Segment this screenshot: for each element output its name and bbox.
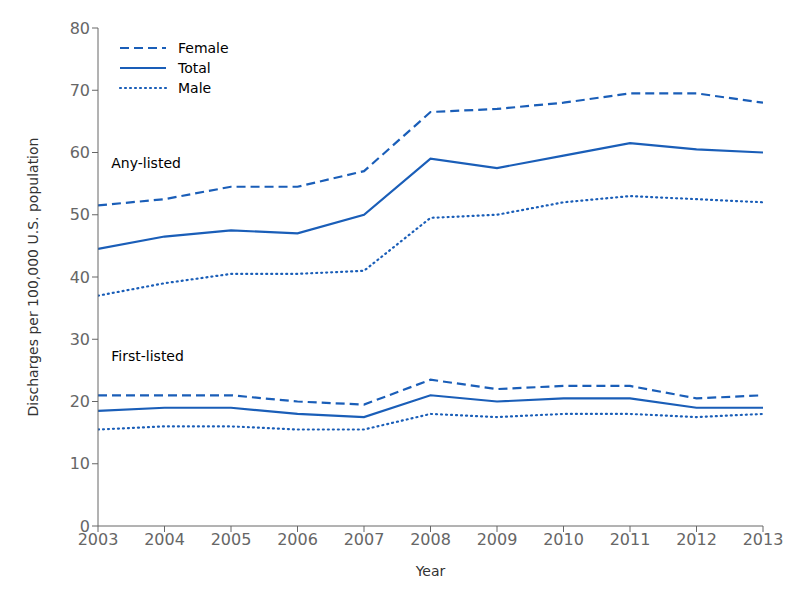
svg-text:2011: 2011 bbox=[610, 530, 651, 549]
svg-text:2008: 2008 bbox=[410, 530, 451, 549]
html-text:Female: Female bbox=[178, 40, 229, 56]
svg-text:2007: 2007 bbox=[344, 530, 385, 549]
svg-text:Year: Year bbox=[415, 563, 446, 579]
html-text:Male: Male bbox=[178, 80, 212, 96]
svg-text:Any-listed: Any-listed bbox=[111, 155, 181, 171]
svg-text:2004: 2004 bbox=[144, 530, 185, 549]
svg-text:First-listed: First-listed bbox=[111, 348, 184, 364]
svg-text:70: 70 bbox=[70, 81, 90, 100]
svg-text:20: 20 bbox=[70, 392, 90, 411]
svg-text:2006: 2006 bbox=[277, 530, 318, 549]
svg-text:2003: 2003 bbox=[77, 530, 119, 550]
svg-text:40: 40 bbox=[70, 268, 90, 287]
svg-text:30: 30 bbox=[70, 330, 90, 349]
svg-text:Discharges per 100,000 U.S. po: Discharges per 100,000 U.S. population bbox=[25, 138, 41, 417]
svg-text:80: 80 bbox=[70, 19, 90, 38]
svg-text:2010: 2010 bbox=[543, 530, 584, 549]
svg-text:2009: 2009 bbox=[477, 530, 518, 549]
svg-text:2005: 2005 bbox=[211, 530, 252, 549]
svg-text:60: 60 bbox=[70, 143, 90, 162]
svg-text:10: 10 bbox=[70, 454, 90, 473]
svg-text:2013: 2013 bbox=[743, 530, 784, 549]
html-text:Total: Total bbox=[178, 60, 211, 76]
svg-text:0: 0 bbox=[80, 517, 90, 536]
svg-text:2012: 2012 bbox=[676, 530, 717, 549]
svg-text:50: 50 bbox=[70, 205, 90, 224]
